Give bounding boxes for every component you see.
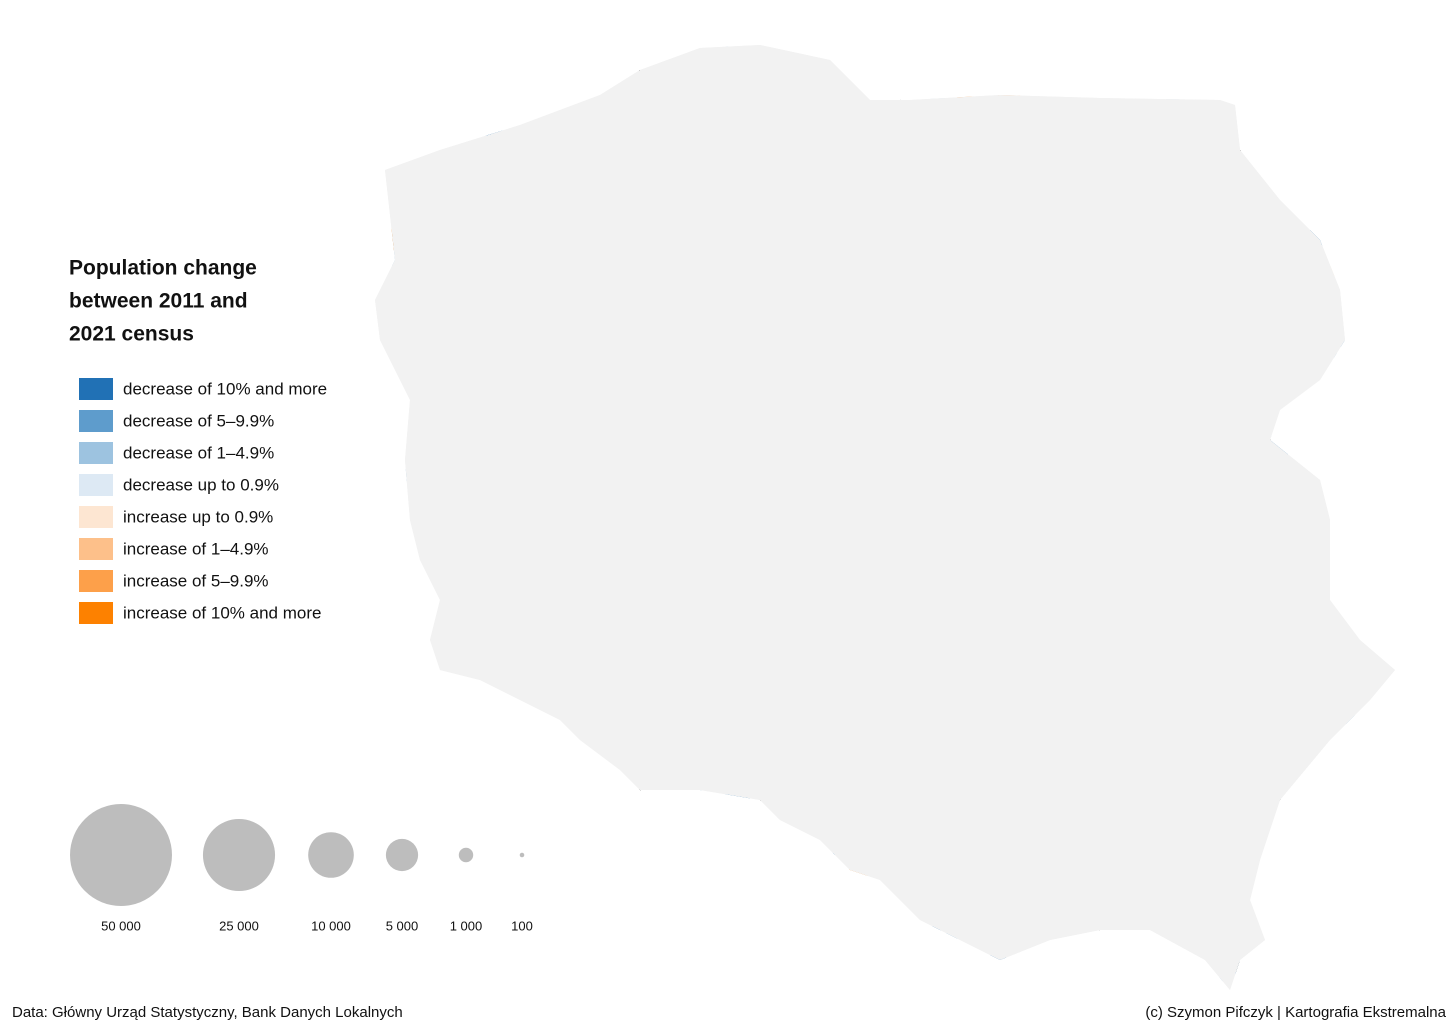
legend-swatch <box>79 378 113 400</box>
size-label: 100 <box>511 918 533 933</box>
size-circle <box>385 838 419 872</box>
legend: decrease of 10% and more decrease of 5–9.… <box>79 378 327 624</box>
size-label: 10 000 <box>311 918 351 933</box>
legend-title: Population change <box>69 257 257 280</box>
size-label: 1 000 <box>450 918 483 933</box>
legend-title: 2021 census <box>69 323 194 346</box>
legend-label: increase of 5–9.9% <box>123 571 269 590</box>
legend-swatch <box>79 602 113 624</box>
size-label: 25 000 <box>219 918 259 933</box>
legend-swatch <box>79 410 113 432</box>
size-circle <box>458 847 474 863</box>
source-note: Data: Główny Urząd Statystyczny, Bank Da… <box>12 1004 403 1021</box>
legend-swatch <box>79 538 113 560</box>
legend-label: decrease of 10% and more <box>123 379 327 398</box>
legend-title: between 2011 and <box>69 290 248 313</box>
size-circle <box>519 852 525 858</box>
legend-label: decrease of 5–9.9% <box>123 411 274 430</box>
size-circle <box>202 818 276 892</box>
legend-swatch <box>79 570 113 592</box>
legend-label: increase of 1–4.9% <box>123 539 269 558</box>
size-label: 50 000 <box>101 918 141 933</box>
legend-swatch <box>79 474 113 496</box>
legend-swatch <box>79 506 113 528</box>
legend-label: decrease up to 0.9% <box>123 475 279 494</box>
size-circle <box>308 832 354 878</box>
legend-label: decrease of 1–4.9% <box>123 443 274 462</box>
legend-label: increase up to 0.9% <box>123 507 273 526</box>
legend-swatch <box>79 442 113 464</box>
size-label: 5 000 <box>386 918 419 933</box>
size-circle <box>70 804 172 906</box>
legend-label: increase of 10% and more <box>123 603 321 622</box>
credit-note: (c) Szymon Pifczyk | Kartografia Ekstrem… <box>1145 1004 1446 1021</box>
country-border <box>373 43 1397 992</box>
size-legend: 50 000 25 000 10 000 5 000 1 000 100 <box>70 804 533 933</box>
